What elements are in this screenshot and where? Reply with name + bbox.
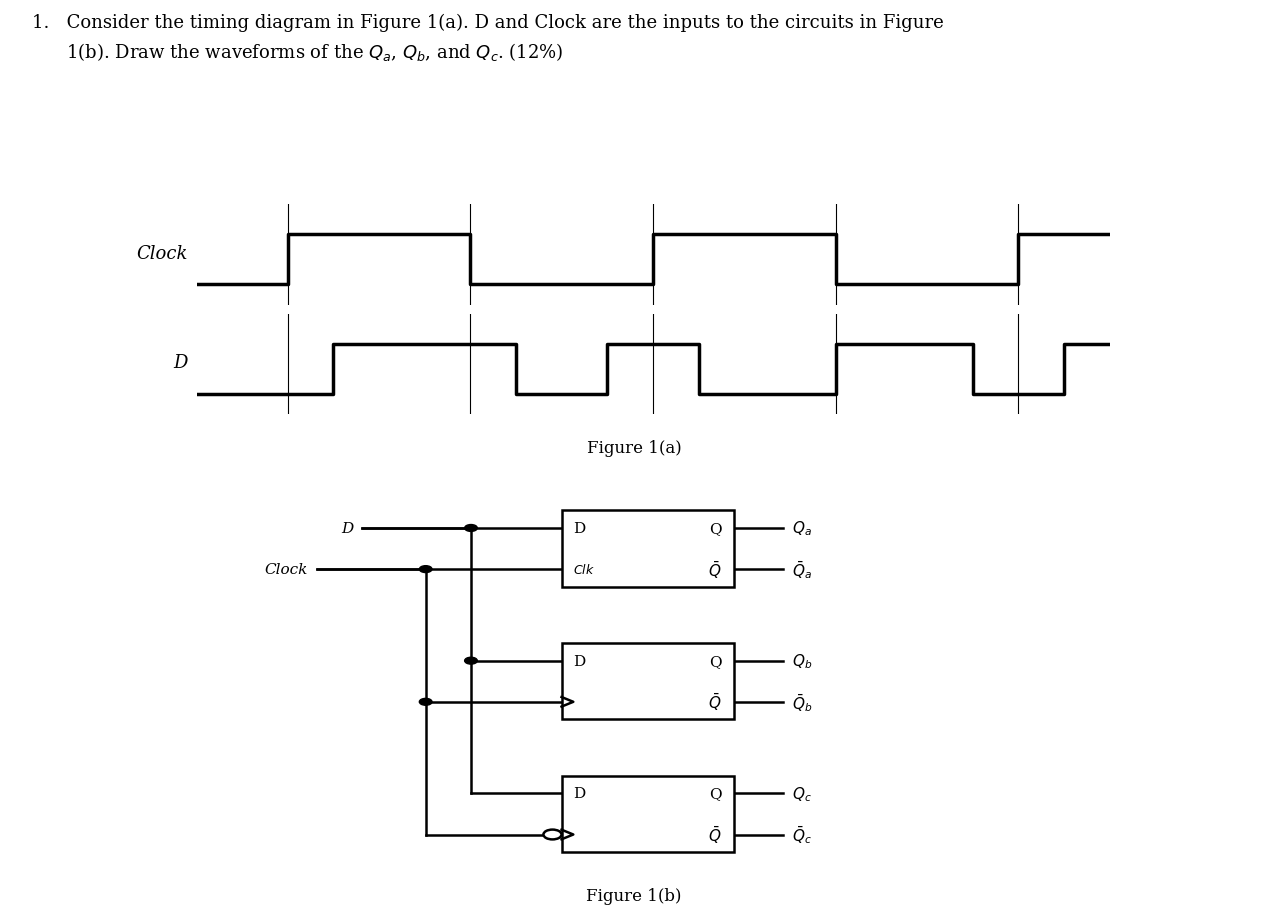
Text: 1.   Consider the timing diagram in Figure 1(a). D and Clock are the inputs to t: 1. Consider the timing diagram in Figure… xyxy=(32,14,943,32)
Text: $\bar{Q}$: $\bar{Q}$ xyxy=(709,824,721,845)
Text: $\bar{Q}$: $\bar{Q}$ xyxy=(709,559,721,580)
Circle shape xyxy=(420,699,432,705)
Text: $Q_b$: $Q_b$ xyxy=(792,651,813,670)
Text: Q: Q xyxy=(709,654,721,668)
Circle shape xyxy=(464,525,477,532)
Text: Q: Q xyxy=(709,521,721,536)
Text: $\bar{Q}$: $\bar{Q}$ xyxy=(709,691,721,712)
Bar xyxy=(562,643,734,720)
Text: D: D xyxy=(573,654,586,668)
Text: $\bar{Q}_b$: $\bar{Q}_b$ xyxy=(792,691,813,713)
Text: Q: Q xyxy=(709,786,721,801)
Text: D: D xyxy=(573,521,586,536)
Text: Figure 1(b): Figure 1(b) xyxy=(586,886,682,904)
Text: 1(b). Draw the waveforms of the $Q_a$, $Q_b$, and $Q_c$. (12%): 1(b). Draw the waveforms of the $Q_a$, $… xyxy=(32,41,563,63)
Text: $Q_c$: $Q_c$ xyxy=(792,784,813,803)
Text: D: D xyxy=(341,521,354,536)
Circle shape xyxy=(544,830,562,840)
Bar xyxy=(562,776,734,852)
Text: Clock: Clock xyxy=(265,562,308,577)
Text: D: D xyxy=(573,786,586,801)
Circle shape xyxy=(420,566,432,573)
Text: $\it{Clk}$: $\it{Clk}$ xyxy=(573,562,595,577)
Bar xyxy=(562,511,734,587)
Text: $\bar{Q}_a$: $\bar{Q}_a$ xyxy=(792,558,813,580)
Text: D: D xyxy=(174,353,188,372)
Circle shape xyxy=(464,658,477,664)
Text: Figure 1(a): Figure 1(a) xyxy=(587,439,681,456)
Text: $\bar{Q}_c$: $\bar{Q}_c$ xyxy=(792,824,813,845)
Text: Clock: Clock xyxy=(136,244,188,262)
Text: $Q_a$: $Q_a$ xyxy=(792,519,813,537)
